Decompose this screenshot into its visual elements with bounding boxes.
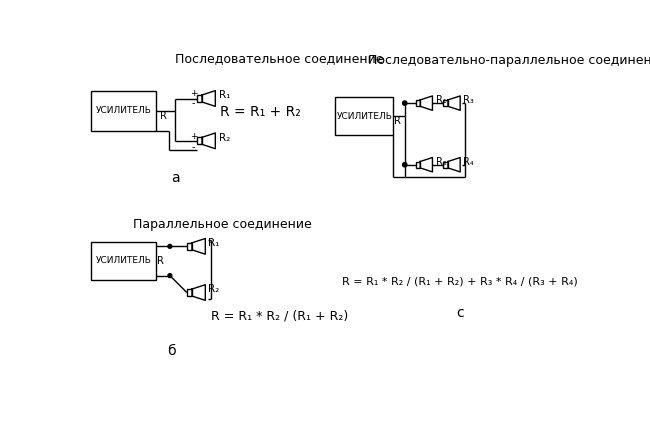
Text: Параллельное соединение: Параллельное соединение — [133, 217, 311, 231]
Text: Последовательное соединение: Последовательное соединение — [176, 52, 384, 65]
Text: +: + — [190, 132, 198, 141]
Bar — [443, 100, 448, 106]
Text: -: - — [192, 98, 196, 108]
Text: R₁: R₁ — [436, 95, 447, 105]
Bar — [335, 97, 393, 135]
Text: R: R — [157, 256, 164, 266]
Bar — [415, 100, 421, 106]
Bar — [187, 289, 192, 296]
Text: R₂: R₂ — [209, 284, 220, 294]
Text: б: б — [167, 344, 176, 358]
Text: УСИЛИТЕЛЬ: УСИЛИТЕЛЬ — [96, 256, 151, 266]
Text: R = R₁ + R₂: R = R₁ + R₂ — [220, 105, 300, 119]
Text: Последовательно-параллельное соединение: Последовательно-параллельное соединение — [368, 53, 650, 66]
Text: +: + — [190, 89, 198, 99]
Text: УСИЛИТЕЛЬ: УСИЛИТЕЛЬ — [336, 112, 392, 121]
Text: R = R₁ * R₂ / (R₁ + R₂) + R₃ * R₄ / (R₃ + R₄): R = R₁ * R₂ / (R₁ + R₂) + R₃ * R₄ / (R₃ … — [343, 277, 578, 287]
Text: R₁: R₁ — [219, 91, 231, 100]
Circle shape — [168, 274, 172, 277]
Text: R₃: R₃ — [463, 95, 474, 105]
Bar — [415, 162, 421, 168]
Text: R: R — [394, 116, 400, 126]
Bar — [197, 95, 202, 102]
Circle shape — [168, 244, 172, 248]
Text: R₁: R₁ — [209, 238, 220, 248]
Bar — [90, 91, 156, 131]
Text: с: с — [456, 305, 464, 319]
Circle shape — [402, 162, 407, 167]
Text: R₄: R₄ — [463, 157, 474, 167]
Text: а: а — [171, 171, 179, 185]
Bar — [90, 242, 156, 280]
Circle shape — [402, 101, 407, 105]
Bar — [197, 137, 202, 144]
Text: R₂: R₂ — [436, 157, 447, 167]
Text: R₂: R₂ — [219, 133, 230, 143]
Text: R = R₁ * R₂ / (R₁ + R₂): R = R₁ * R₂ / (R₁ + R₂) — [211, 310, 348, 323]
Text: УСИЛИТЕЛЬ: УСИЛИТЕЛЬ — [96, 106, 151, 115]
Text: -: - — [192, 142, 196, 152]
Bar — [443, 162, 448, 168]
Text: R: R — [160, 111, 167, 121]
Bar — [187, 243, 192, 250]
